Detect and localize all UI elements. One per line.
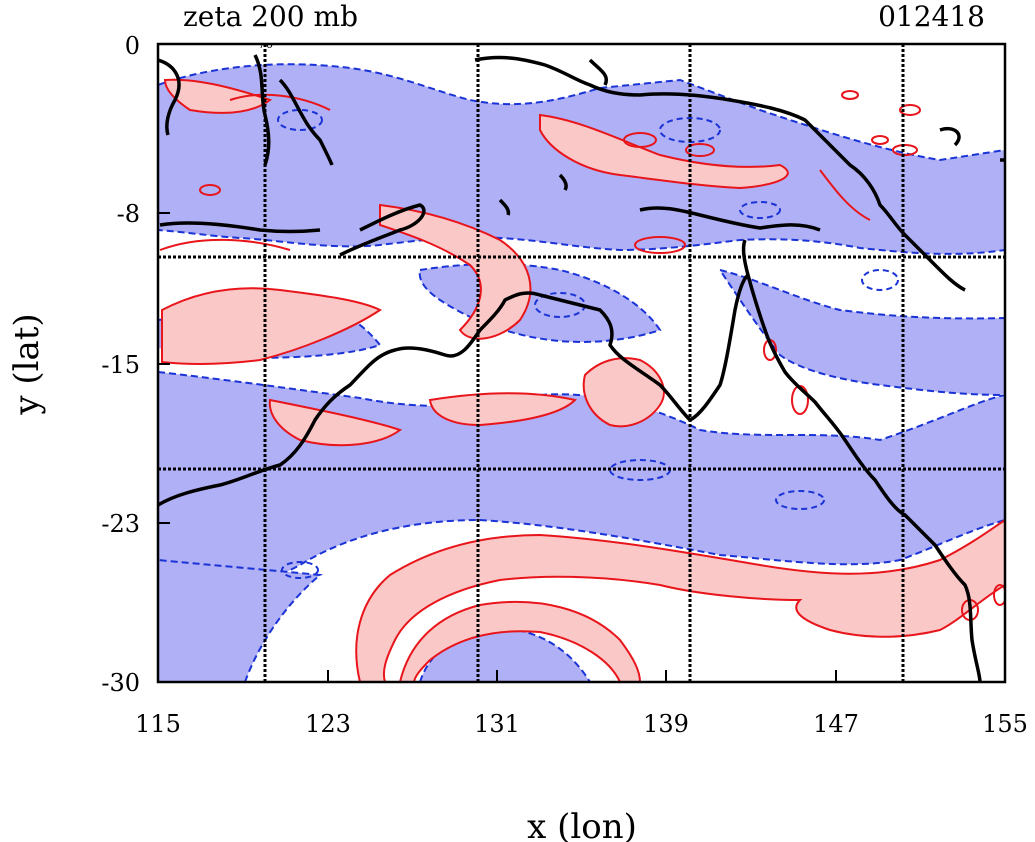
- pos-region-mid-streak: [428, 392, 577, 427]
- pos-region-diagonal: [379, 203, 532, 340]
- coast-flores: [159, 221, 321, 234]
- y-axis-title: y (lat): [7, 313, 47, 415]
- x-axis-title: x (lon): [527, 807, 637, 842]
- coast-cape-york: [741, 239, 750, 276]
- x-tick-label: 155: [982, 710, 1028, 738]
- positive-vorticity-regions: [161, 78, 1005, 682]
- x-tick-label: 115: [135, 710, 181, 738]
- pos-region-south-large: [355, 518, 1005, 682]
- x-tick-label: 139: [643, 710, 689, 738]
- coast-new-guinea-south: [639, 206, 821, 232]
- coast-timor: [339, 203, 426, 257]
- x-tick-label: 131: [474, 710, 520, 738]
- y-tick-label: -23: [101, 510, 140, 538]
- x-tick-labels: 115 123 131 139 147 155: [135, 710, 1028, 738]
- plot-area: 70: [158, 37, 1005, 682]
- neg-region-southwest-corner: [158, 558, 323, 682]
- x-tick-label: 147: [813, 710, 859, 738]
- small-positive-contours: [159, 90, 1005, 621]
- y-tick-label: 0: [125, 32, 140, 60]
- y-tick-labels: 0 -8 -15 -23 -30: [101, 32, 140, 697]
- coast-small-islands: [498, 58, 1005, 216]
- title-right: 012418: [878, 0, 985, 33]
- tick-marks: [158, 43, 1006, 683]
- y-tick-label: -8: [117, 200, 140, 228]
- y-tick-label: -15: [101, 351, 140, 379]
- x-tick-label: 123: [305, 710, 351, 738]
- y-tick-label: -30: [101, 669, 140, 697]
- pos-region-west-band: [161, 287, 382, 366]
- title-left: zeta 200 mb: [183, 0, 358, 33]
- lat-lon-gridlines: [158, 44, 1005, 682]
- station-label: 70: [258, 37, 273, 51]
- coast-bottom-left: [158, 58, 181, 136]
- coast-new-guinea: [474, 55, 966, 292]
- pos-region-south-streak: [268, 398, 403, 447]
- neg-region-east-mid: [717, 268, 1005, 397]
